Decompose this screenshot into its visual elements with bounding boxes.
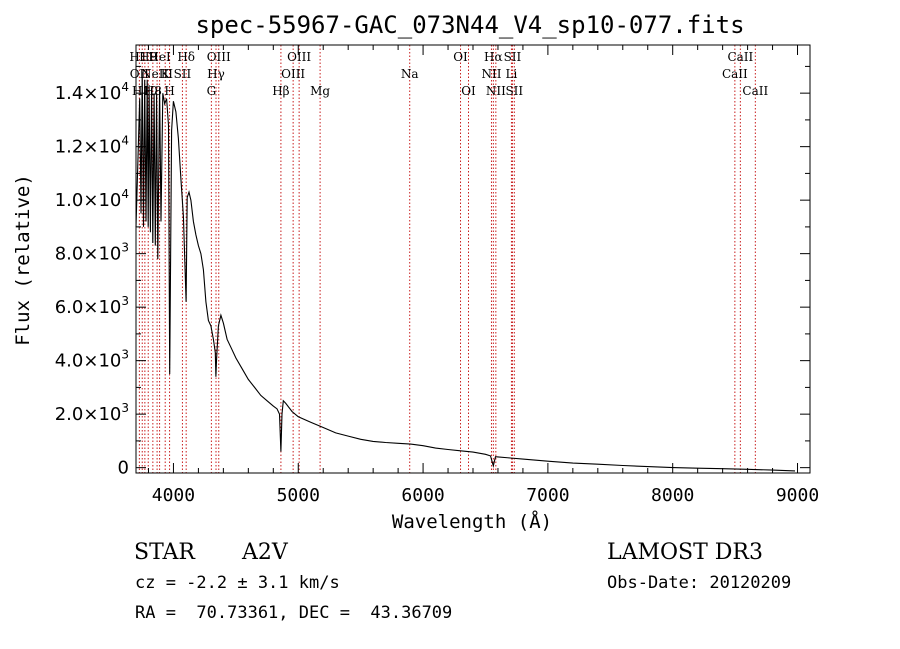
line-label-18: Na xyxy=(401,67,419,81)
line-label-29: CaII xyxy=(742,84,768,98)
observation-date: Obs-Date: 20120209 xyxy=(607,573,792,593)
line-label-28: CaII xyxy=(727,50,753,64)
y-tick-label: 1.4×104 xyxy=(55,80,129,104)
line-label-24: Li xyxy=(506,67,518,81)
spectral-line-markers xyxy=(138,45,756,473)
line-label-5: NeIII xyxy=(141,67,173,81)
y-axis-label: Flux (relative) xyxy=(12,174,34,346)
chart-title: spec-55967-GAC_073N44_V4_sp10-077.fits xyxy=(195,11,744,39)
line-label-26: SII xyxy=(505,84,523,98)
line-label-2: H10 xyxy=(132,84,158,98)
x-tick-label: 9000 xyxy=(776,485,819,506)
y-tick-label: 8.0×103 xyxy=(55,241,129,265)
spectral-subclass: A2V xyxy=(242,540,288,565)
line-label-25: SII xyxy=(504,50,522,64)
x-tick-label: 8000 xyxy=(651,485,694,506)
spectrum-line xyxy=(135,71,796,472)
x-tick-label: 6000 xyxy=(401,485,444,506)
line-label-6: HeI xyxy=(148,50,171,64)
line-label-7: K xyxy=(161,67,171,81)
line-label-4: H8 xyxy=(144,84,162,98)
y-tick-label: 6.0×103 xyxy=(55,294,129,318)
coordinates: RA = 70.73361, DEC = 43.36709 xyxy=(135,603,453,623)
line-label-1: H11 xyxy=(129,50,155,64)
y-tick-label: 2.0×103 xyxy=(55,401,129,425)
y-axis: 0 2.0×103 4.0×103 6.0×103 8.0×103 1.0×104 1.2×… xyxy=(55,65,810,479)
line-label-19: OI xyxy=(453,50,468,64)
line-label-13: OIII xyxy=(207,50,231,64)
line-label-16: OIII xyxy=(287,50,311,64)
spectral-line-labels: OIIH11H10H9H8NeIIIHeIKHSIIHδGHγOIIIHβOII… xyxy=(129,50,768,98)
x-axis-label: Wavelength (Å) xyxy=(392,510,552,533)
line-label-17: Mg xyxy=(310,84,330,98)
line-label-11: G xyxy=(207,84,217,98)
x-axis: 4000 5000 6000 7000 8000 9000 xyxy=(147,45,819,506)
y-tick-label: 4.0×103 xyxy=(55,348,129,372)
survey-name: LAMOST DR3 xyxy=(607,540,763,565)
redshift-velocity: cz = -2.2 ± 3.1 km/s xyxy=(135,573,340,593)
y-tick-label: 1.2×104 xyxy=(55,134,129,158)
line-label-22: Hα xyxy=(484,50,503,64)
line-label-12: Hγ xyxy=(207,67,225,81)
line-label-23: NII xyxy=(486,84,506,98)
y-tick-label: 0 xyxy=(118,458,129,479)
line-label-9: SII xyxy=(174,67,192,81)
line-label-10: Hδ xyxy=(177,50,195,64)
line-label-15: OIII xyxy=(281,67,305,81)
line-label-3: H9 xyxy=(139,50,157,64)
x-tick-label: 7000 xyxy=(526,485,569,506)
y-tick-label: 1.0×104 xyxy=(55,187,129,211)
line-label-21: NII xyxy=(481,67,501,81)
line-label-20: OI xyxy=(461,84,476,98)
x-tick-label: 5000 xyxy=(277,485,320,506)
line-label-14: Hβ xyxy=(272,84,289,98)
plot-frame xyxy=(135,44,811,474)
line-label-0: OII xyxy=(130,67,150,81)
x-tick-label: 4000 xyxy=(152,485,195,506)
line-label-8: H xyxy=(164,84,174,98)
line-label-27: CaII xyxy=(722,67,748,81)
object-class: STAR xyxy=(134,540,195,565)
